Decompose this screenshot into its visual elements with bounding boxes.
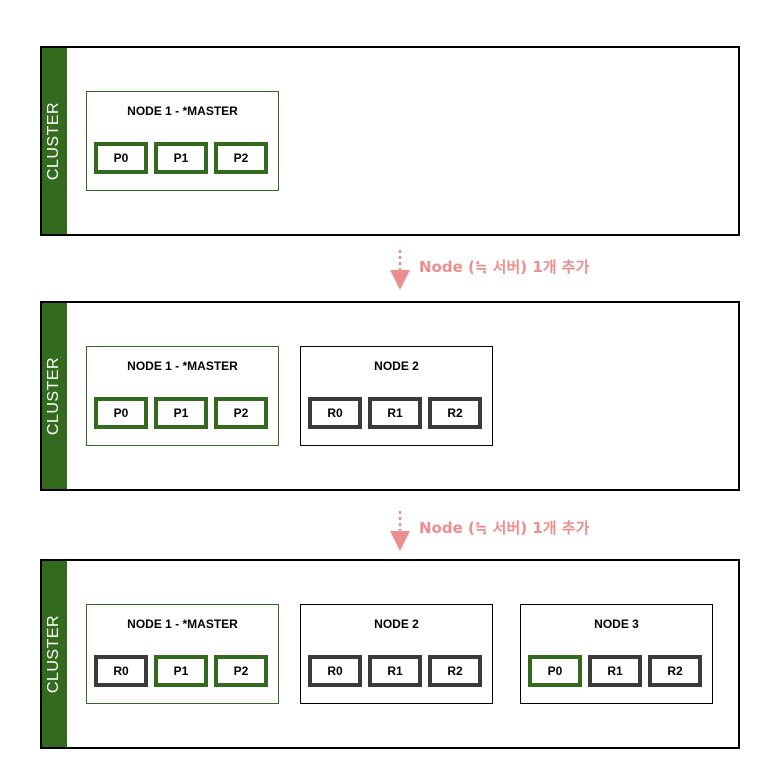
cluster-label-bar: CLUSTER: [42, 561, 67, 747]
node-1-master: NODE 1 - *MASTER R0 P1 P2: [86, 604, 279, 704]
node-title: NODE 2: [301, 359, 492, 373]
add-node-transition: Node (≒ 서버) 1개 추가: [390, 250, 650, 290]
cluster-stage-3: CLUSTER NODE 1 - *MASTER R0 P1 P2 NODE 2…: [40, 559, 740, 749]
primary-shard: P1: [154, 655, 208, 687]
node-title: NODE 1 - *MASTER: [87, 104, 278, 118]
cluster-stage-1: CLUSTER NODE 1 - *MASTER P0 P1 P2: [40, 46, 740, 236]
replica-shard: R2: [428, 397, 482, 429]
down-arrow-icon: [390, 511, 412, 551]
node-1-master: NODE 1 - *MASTER P0 P1 P2: [86, 346, 279, 446]
primary-shard: P1: [154, 142, 208, 174]
replica-shard: R2: [428, 655, 482, 687]
node-3: NODE 3 P0 R1 R2: [520, 604, 713, 704]
cluster-label-bar: CLUSTER: [42, 303, 67, 489]
node-title: NODE 1 - *MASTER: [87, 359, 278, 373]
node-title: NODE 2: [301, 617, 492, 631]
primary-shard: P2: [214, 655, 268, 687]
transition-label: Node (≒ 서버) 1개 추가: [419, 256, 589, 277]
replica-shard: R0: [94, 655, 148, 687]
cluster-label: CLUSTER: [46, 102, 64, 180]
primary-shard: P2: [214, 397, 268, 429]
primary-shard: P1: [154, 397, 208, 429]
cluster-stage-2: CLUSTER NODE 1 - *MASTER P0 P1 P2 NODE 2…: [40, 301, 740, 491]
primary-shard: P0: [94, 397, 148, 429]
add-node-transition: Node (≒ 서버) 1개 추가: [390, 511, 650, 551]
replica-shard: R2: [648, 655, 702, 687]
replica-shard: R0: [308, 397, 362, 429]
node-2: NODE 2 R0 R1 R2: [300, 604, 493, 704]
replica-shard: R1: [368, 397, 422, 429]
primary-shard: P2: [214, 142, 268, 174]
primary-shard: P0: [528, 655, 582, 687]
node-title: NODE 1 - *MASTER: [87, 617, 278, 631]
replica-shard: R0: [308, 655, 362, 687]
node-2: NODE 2 R0 R1 R2: [300, 346, 493, 446]
node-title: NODE 3: [521, 617, 712, 631]
cluster-label: CLUSTER: [46, 615, 64, 693]
down-arrow-icon: [390, 250, 412, 290]
transition-label: Node (≒ 서버) 1개 추가: [419, 517, 589, 538]
primary-shard: P0: [94, 142, 148, 174]
cluster-label-bar: CLUSTER: [42, 48, 67, 234]
node-1-master: NODE 1 - *MASTER P0 P1 P2: [86, 91, 279, 191]
cluster-label: CLUSTER: [46, 357, 64, 435]
replica-shard: R1: [588, 655, 642, 687]
replica-shard: R1: [368, 655, 422, 687]
